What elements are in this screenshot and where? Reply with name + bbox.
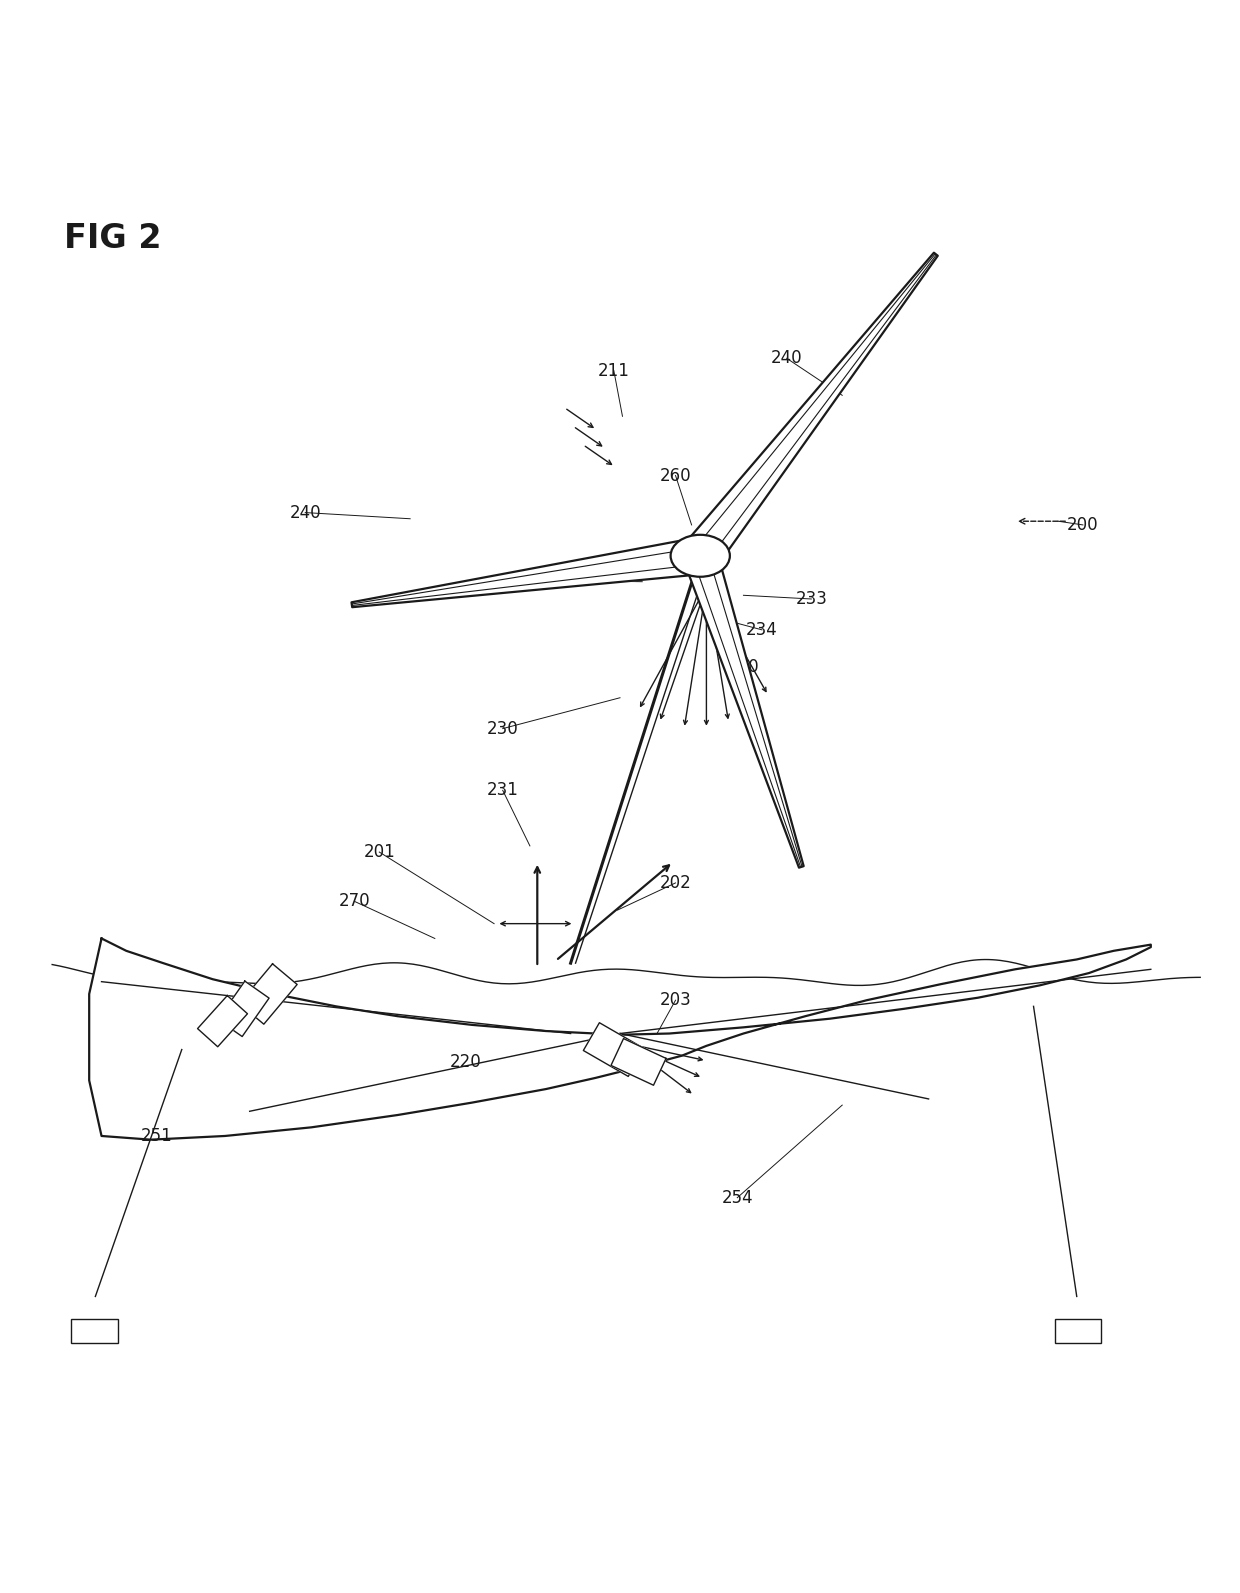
Text: 220: 220 — [450, 1053, 481, 1070]
Polygon shape — [89, 938, 1151, 1139]
Text: 203: 203 — [660, 991, 692, 1010]
Text: 240: 240 — [289, 503, 321, 521]
Text: 240: 240 — [728, 658, 759, 675]
Polygon shape — [611, 1039, 666, 1085]
Text: 201: 201 — [363, 843, 396, 862]
Polygon shape — [239, 964, 298, 1024]
Bar — [1054, 1319, 1101, 1343]
Text: 233: 233 — [795, 589, 827, 609]
Text: 270: 270 — [339, 892, 371, 911]
Polygon shape — [351, 537, 703, 607]
Text: 234: 234 — [746, 621, 777, 639]
Polygon shape — [683, 551, 804, 868]
Text: 254: 254 — [722, 1188, 753, 1206]
Text: 200: 200 — [1068, 516, 1099, 534]
Text: 211: 211 — [598, 362, 630, 379]
Text: 202: 202 — [660, 875, 692, 892]
Polygon shape — [583, 1023, 645, 1077]
Text: 232: 232 — [548, 572, 580, 589]
Polygon shape — [684, 253, 937, 569]
Text: 240: 240 — [771, 349, 802, 368]
Text: 231: 231 — [487, 781, 518, 800]
Bar — [71, 1319, 118, 1343]
Text: 230: 230 — [487, 720, 518, 738]
Text: FIG 2: FIG 2 — [64, 223, 162, 255]
Ellipse shape — [671, 535, 730, 577]
Text: 260: 260 — [660, 467, 692, 484]
Text: 251: 251 — [141, 1126, 172, 1145]
Polygon shape — [197, 996, 248, 1047]
Polygon shape — [218, 981, 269, 1037]
